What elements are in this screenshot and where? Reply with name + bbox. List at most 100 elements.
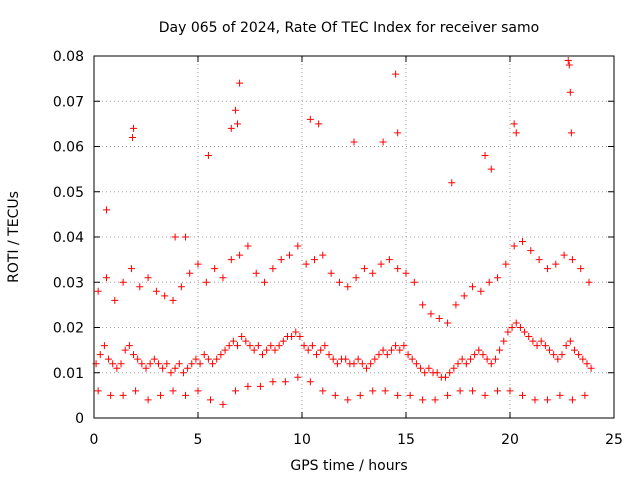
data-point <box>163 360 171 368</box>
data-point <box>127 265 135 273</box>
data-point <box>516 324 524 331</box>
data-point <box>308 342 316 350</box>
data-point <box>188 360 196 368</box>
data-point <box>154 360 162 368</box>
data-point <box>111 296 119 304</box>
data-point <box>587 364 595 372</box>
data-point <box>510 242 518 250</box>
data-point <box>577 265 585 273</box>
data-point <box>196 360 204 368</box>
data-point <box>479 351 487 359</box>
data-point <box>537 337 545 345</box>
data-point <box>236 251 244 259</box>
data-point <box>296 333 304 341</box>
data-point <box>541 342 549 350</box>
data-point <box>211 265 219 273</box>
data-point <box>161 292 169 300</box>
data-point <box>529 337 537 345</box>
data-point <box>564 57 572 65</box>
data-point <box>125 342 133 350</box>
data-point <box>244 242 252 250</box>
data-point <box>471 351 479 359</box>
data-point <box>462 360 470 368</box>
grid <box>94 56 614 418</box>
data-point <box>581 391 589 399</box>
data-point <box>231 106 239 114</box>
data-point <box>518 238 526 246</box>
data-point <box>402 269 410 277</box>
data-point <box>512 319 520 327</box>
data-point <box>179 369 187 377</box>
data-point <box>567 129 575 137</box>
data-point <box>344 396 352 404</box>
data-point <box>288 333 296 341</box>
data-point <box>152 287 160 295</box>
data-point <box>294 242 302 250</box>
data-point <box>302 260 310 268</box>
data-point <box>144 274 152 282</box>
data-point <box>512 129 520 137</box>
data-point <box>552 260 560 268</box>
data-point <box>342 355 350 363</box>
y-tick-label: 0.06 <box>53 140 84 156</box>
data-point <box>404 351 412 359</box>
data-point <box>554 355 562 363</box>
data-point <box>159 364 167 372</box>
data-point <box>150 355 158 363</box>
data-point <box>319 251 327 259</box>
data-point <box>531 396 539 404</box>
data-point <box>269 265 277 273</box>
data-point <box>327 269 335 277</box>
data-point <box>192 355 200 363</box>
data-point <box>535 256 543 264</box>
data-point <box>234 120 242 128</box>
data-point <box>221 346 229 354</box>
data-point <box>546 346 554 354</box>
data-point <box>500 337 508 345</box>
data-point <box>267 342 275 350</box>
data-point <box>387 346 395 354</box>
y-axis-label: ROTI / TECUs <box>6 191 22 283</box>
data-point <box>231 387 239 395</box>
data-point <box>446 369 454 377</box>
data-point <box>105 355 113 363</box>
data-point <box>256 382 264 390</box>
data-point <box>206 396 214 404</box>
data-point <box>379 346 387 354</box>
data-point <box>171 364 179 372</box>
x-tick-label: 20 <box>501 432 519 448</box>
data-point <box>494 274 502 282</box>
data-point <box>385 256 393 264</box>
data-point <box>444 319 452 327</box>
data-point <box>107 391 115 399</box>
data-point <box>431 396 439 404</box>
data-point <box>186 269 194 277</box>
data-point <box>383 351 391 359</box>
x-tick-label: 5 <box>194 432 203 448</box>
data-point <box>454 360 462 368</box>
data-point <box>477 287 485 295</box>
data-point <box>410 278 418 286</box>
data-point <box>560 251 568 259</box>
data-point <box>525 333 533 341</box>
data-point <box>325 351 333 359</box>
data-point <box>527 247 535 255</box>
data-point <box>136 283 144 291</box>
data-point <box>184 364 192 372</box>
data-point <box>408 355 416 363</box>
data-point <box>331 391 339 399</box>
data-point <box>502 260 510 268</box>
data-point <box>294 373 302 381</box>
data-point <box>568 256 576 264</box>
data-point <box>252 269 260 277</box>
data-point <box>481 391 489 399</box>
data-point <box>304 346 312 354</box>
data-point <box>419 396 427 404</box>
data-point <box>362 364 370 372</box>
x-tick-label: 25 <box>605 432 623 448</box>
data-point <box>200 351 208 359</box>
data-point <box>194 260 202 268</box>
data-point <box>292 328 300 336</box>
data-point <box>146 360 154 368</box>
